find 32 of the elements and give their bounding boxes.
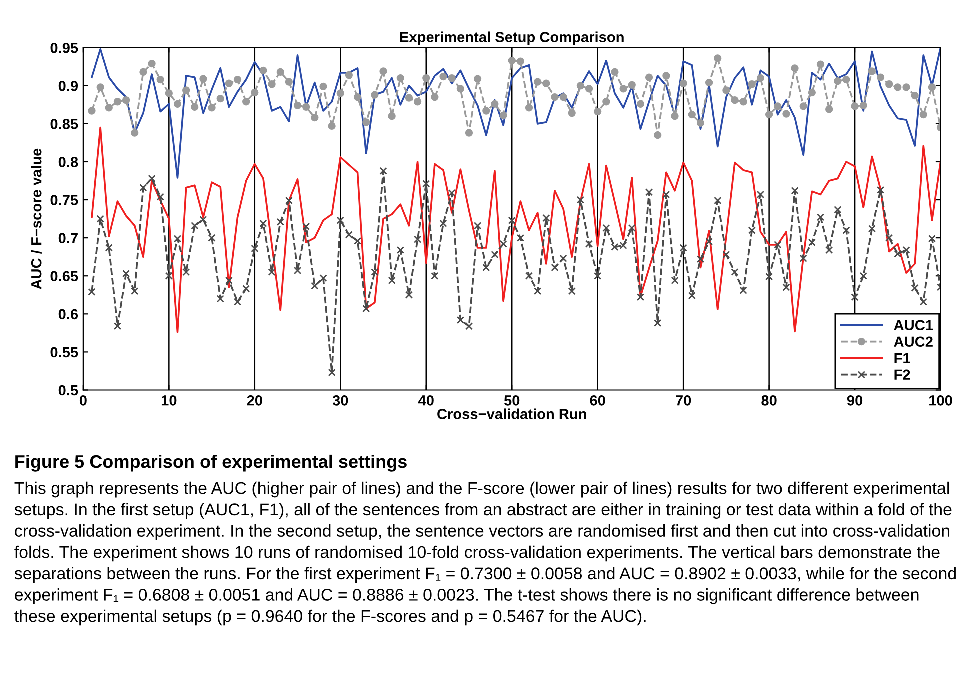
y-tick-label: 0.85: [50, 119, 78, 130]
x-tick-label: 100: [930, 395, 952, 406]
caption: Figure 5 Comparison of experimental settings: [16, 454, 407, 472]
text: This graph represents the AUC (higher pair of lines) and the F-score (lower pair of lines) results for two different experimental setups. In the first setup (AUC1, F1), all of the sentences from an abstract are either in training or test data within a fold of the cross-validation experiment. In the second setup, the sentence vectors are randomised first and then cut into cross-validation folds. The experiment shows 10 runs of randomised 10-fold cross-validation experiments. The vertical bars demonstrate the separations between the runs. For the first experiment F₁ = 0.7300 ± 0.0058 and AUC = 0.8902 ± 0.0033, while for the second experiment F₁ = 0.6808 ± 0.0051 and AUC = 0.8886 ± 0.0023. The t-test shows there is no significant difference between these experimental setups (p = 0.9640 for the F-scores and p = 0.5467 for the AUC).: [14, 482, 956, 626]
x-tick-label: 20: [247, 395, 262, 406]
x-axis-title: Cross−validation Run: [438, 408, 586, 420]
x-tick-label: 50: [504, 395, 520, 406]
y-tick-label: 0.6: [58, 309, 78, 320]
y-tick-label: 0.7: [58, 233, 78, 244]
x-tick-label: 90: [847, 395, 863, 406]
y-tick-label: 0.55: [50, 347, 78, 358]
x-tick-label: 30: [332, 395, 348, 406]
line-series: [91, 126, 941, 334]
x-tick-label: 80: [762, 395, 777, 406]
legend-label: AUC2: [894, 336, 933, 348]
y-axis-title: AUC / F−score value: [31, 148, 42, 290]
x-tick-label: 70: [676, 395, 692, 406]
y-tick-label: 0.95: [50, 42, 78, 54]
y-tick-label: 0.8: [58, 157, 78, 168]
line-series: [91, 48, 941, 179]
legend-label: F1: [894, 353, 910, 364]
y-tick-label: 0.9: [58, 81, 78, 92]
y-tick-label: 0.75: [50, 195, 78, 206]
x-tick-label: 0: [80, 395, 87, 406]
x-tick-label: 40: [418, 395, 434, 406]
chart-title: Experimental Setup Comparison: [400, 32, 624, 46]
legend-label: AUC1: [894, 320, 934, 331]
x-tick-label: 60: [590, 395, 606, 406]
legend-label: F2: [894, 370, 910, 380]
x-tick-label: 10: [162, 395, 177, 406]
y-tick-label: 0.65: [50, 271, 78, 282]
y-tick-label: 0.5: [58, 385, 78, 396]
